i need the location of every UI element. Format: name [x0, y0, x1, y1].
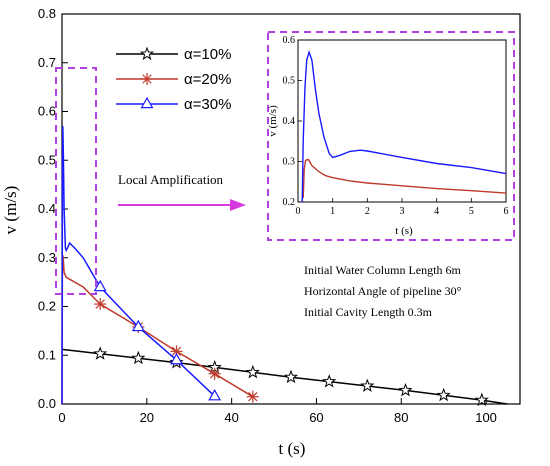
legend-marker-0 — [139, 46, 155, 61]
inset-x-tick-label: 3 — [400, 206, 405, 217]
x-tick-label: 80 — [394, 410, 408, 425]
y-tick-label: 0.8 — [38, 6, 56, 21]
y-tick-label: 0.6 — [38, 104, 56, 119]
inset-x-tick-label: 5 — [469, 206, 474, 217]
y-tick-label: 0.5 — [38, 152, 56, 167]
series-0-marker — [322, 374, 337, 388]
series-0-marker — [474, 392, 489, 407]
amplification-arrowhead — [230, 199, 246, 211]
legend-label-20: α=20% — [184, 71, 231, 88]
inset-y-tick-label: 0.3 — [283, 157, 296, 168]
inset-x-tick-label: 1 — [330, 206, 335, 217]
inset-y-tick-label: 0.4 — [283, 116, 296, 127]
y-tick-label: 0.2 — [38, 299, 56, 314]
inset-y-tick-label: 0.6 — [283, 35, 296, 46]
local-amplification-label: Local Amplification — [118, 172, 224, 187]
x-tick-label: 0 — [58, 410, 65, 425]
series-2-marker — [93, 279, 107, 292]
series-0-marker — [436, 387, 451, 402]
note-line-3: Initial Cavity Length 0.3m — [304, 305, 433, 319]
x-tick-label: 40 — [224, 410, 238, 425]
inset-x-tick-label: 2 — [365, 206, 370, 217]
series-0-marker — [283, 369, 299, 384]
series-0-marker — [245, 364, 260, 379]
inset-y-tick-label: 0.5 — [283, 76, 296, 87]
inset-y-tick-label: 0.2 — [283, 197, 296, 208]
series-2-marker — [208, 388, 222, 401]
legend-marker-2 — [140, 96, 154, 109]
inset-x-axis-label: t (s) — [395, 225, 413, 237]
y-tick-label: 0.0 — [38, 396, 56, 411]
series-1-marker — [246, 390, 259, 403]
series-line-1 — [61, 255, 254, 405]
note-line-2: Horizontal Angle of pipeline 30° — [304, 284, 462, 298]
legend-marker-1 — [141, 73, 153, 85]
y-tick-label: 0.4 — [38, 201, 56, 216]
x-axis-label: t (s) — [279, 439, 306, 458]
inset-x-tick-label: 6 — [504, 206, 509, 217]
note-line-1: Initial Water Column Length 6m — [304, 263, 461, 277]
series-0-marker — [131, 350, 146, 365]
series-1-marker — [208, 367, 221, 380]
x-tick-label: 60 — [309, 410, 323, 425]
series-1-marker — [94, 298, 107, 311]
legend: α=10% α=20% α=30% — [116, 46, 231, 113]
series-0-marker — [360, 378, 375, 392]
inset-series-line-0 — [302, 158, 507, 199]
y-tick-label: 0.7 — [38, 55, 56, 70]
series-2-marker — [131, 319, 145, 332]
series-0-marker — [93, 346, 108, 360]
series-2-marker — [170, 352, 183, 365]
y-tick-label: 0.1 — [38, 347, 56, 362]
series-line-2 — [61, 126, 216, 405]
inset-series-line-1 — [301, 49, 507, 203]
y-tick-label: 0.3 — [38, 250, 56, 265]
inset-y-axis-label: v (m/s) — [267, 105, 279, 137]
inset-x-tick-label: 0 — [296, 206, 301, 217]
x-tick-label: 100 — [475, 410, 497, 425]
inset-x-tick-label: 4 — [434, 206, 439, 217]
inset-plot-frame — [297, 39, 507, 203]
legend-label-10: α=10% — [184, 46, 231, 63]
series-0-marker — [398, 383, 413, 397]
x-tick-label: 20 — [140, 410, 154, 425]
legend-label-30: α=30% — [184, 96, 231, 113]
inset-dashed-box — [267, 31, 515, 241]
y-axis-label: v (m/s) — [1, 186, 20, 235]
